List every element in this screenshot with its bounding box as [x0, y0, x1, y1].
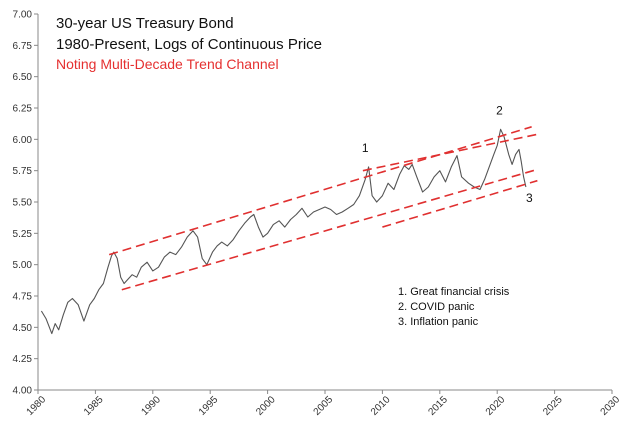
x-tick-label: 2030: [599, 394, 623, 418]
trend-channel-line-0: [108, 126, 532, 256]
y-tick-label: 6.50: [13, 72, 33, 83]
y-tick-label: 4.50: [13, 323, 33, 334]
y-tick-label: 5.25: [13, 229, 33, 240]
y-tick-label: 5.00: [13, 260, 33, 271]
legend-notes: 1. Great financial crisis 2. COVID panic…: [398, 286, 510, 328]
annotation-label-1: 1: [362, 141, 369, 155]
y-tick-label: 5.50: [13, 198, 33, 209]
legend-note-2: 2. COVID panic: [398, 301, 475, 313]
x-tick-label: 2015: [426, 394, 450, 418]
legend-note-3: 3. Inflation panic: [398, 316, 479, 328]
y-tick-label: 5.75: [13, 166, 33, 177]
y-tick-label: 7.00: [13, 10, 33, 21]
annotation-label-3: 3: [526, 191, 533, 205]
chart-title-line-2: 1980-Present, Logs of Continuous Price: [56, 36, 322, 53]
trend-channel-line-3: [382, 179, 538, 228]
annotation-layer: 1 2 3: [362, 103, 533, 205]
y-tick-label: 4.00: [13, 386, 33, 397]
y-tick-label: 4.25: [13, 354, 33, 365]
chart-title-line-3: Noting Multi-Decade Trend Channel: [56, 56, 279, 72]
y-tick-label: 4.75: [13, 292, 33, 303]
x-tick-label: 1980: [25, 394, 49, 418]
y-tick-label: 6.25: [13, 104, 33, 115]
trend-channel-line-1: [121, 168, 538, 291]
channel-layer: [108, 126, 538, 291]
series-line-0: [40, 128, 527, 335]
x-tick-label: 2010: [369, 394, 393, 418]
chart-title-line-1: 30-year US Treasury Bond: [56, 15, 234, 32]
y-tick-label: 6.00: [13, 135, 33, 146]
trend-channel-line-2: [362, 133, 538, 172]
x-tick-label: 2000: [254, 394, 278, 418]
y-axis-ticks: 4.00 4.25 4.50 4.75 5.00 5.25 5.50 5.75 6.00 6.25…: [13, 10, 38, 397]
x-tick-label: 1990: [139, 394, 163, 418]
x-tick-label: 1995: [197, 394, 221, 418]
x-tick-label: 2025: [541, 394, 565, 418]
x-tick-label: 2020: [484, 394, 508, 418]
x-axis-ticks: 1980 1985 1990 1995 2000 2005 2010 2015 2020 2025…: [25, 390, 623, 418]
x-tick-label: 2005: [312, 394, 336, 418]
y-tick-label: 6.75: [13, 41, 33, 52]
x-tick-label: 1985: [82, 394, 106, 418]
annotation-label-2: 2: [496, 103, 503, 117]
series-layer: [40, 128, 527, 335]
legend-note-1: 1. Great financial crisis: [398, 286, 510, 298]
